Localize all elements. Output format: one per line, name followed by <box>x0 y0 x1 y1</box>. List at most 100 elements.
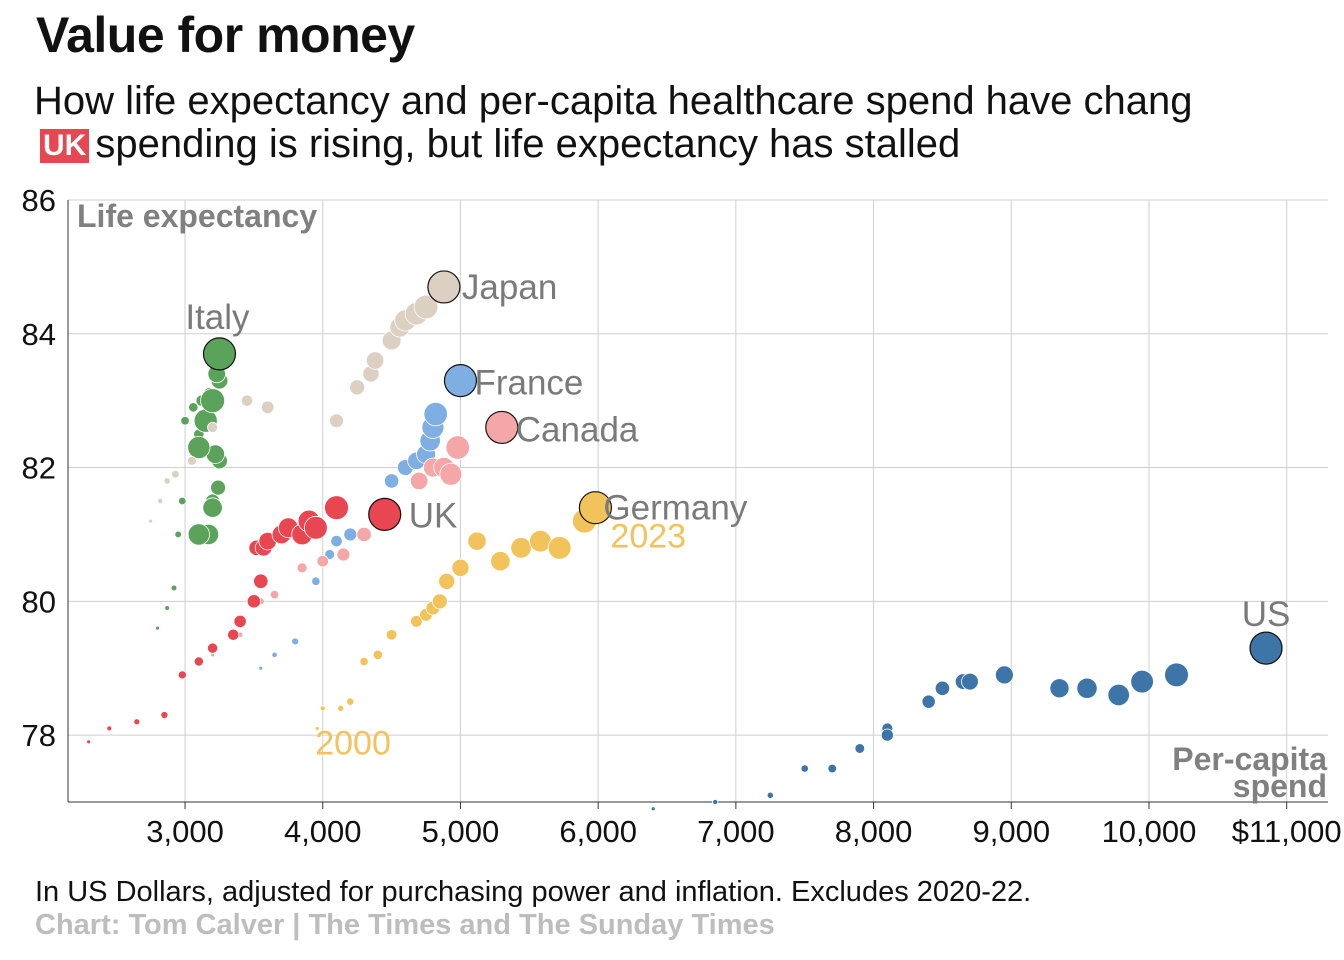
data-point <box>712 799 719 805</box>
series-japan <box>148 270 461 524</box>
series-us <box>650 631 1283 812</box>
data-point <box>106 725 113 732</box>
data-point <box>171 469 180 479</box>
latest-point-us <box>1249 631 1283 665</box>
chart-title: Value for money <box>36 7 415 63</box>
data-point <box>187 455 197 466</box>
data-point <box>650 806 656 812</box>
end-year-label: 2023 <box>610 518 686 556</box>
latest-point-japan <box>427 270 461 304</box>
data-point <box>1164 662 1189 688</box>
data-point <box>86 739 92 745</box>
latest-point-italy <box>202 337 237 371</box>
y-tick-label: 86 <box>22 183 56 218</box>
series-uk <box>86 495 402 745</box>
uk-badge: UK <box>40 129 90 163</box>
series-label-italy: Italy <box>185 298 250 337</box>
y-axis-title: Life expectancy <box>77 198 317 234</box>
data-point <box>291 637 300 646</box>
data-point <box>160 711 169 720</box>
data-point <box>227 628 240 641</box>
data-point <box>304 515 328 540</box>
data-point <box>188 402 199 413</box>
data-point <box>314 726 320 731</box>
data-point <box>800 764 809 773</box>
footnote: In US Dollars, adjusted for purchasing p… <box>35 876 1032 908</box>
data-point <box>148 518 154 524</box>
data-point <box>1049 678 1070 699</box>
data-point <box>445 435 470 460</box>
series-label-uk: UK <box>409 496 458 535</box>
x-axis-title: Per-capita <box>1172 741 1327 777</box>
data-point <box>359 656 369 667</box>
data-point <box>349 379 366 396</box>
data-point <box>200 388 226 414</box>
data-point <box>180 416 190 426</box>
y-tick-label: 84 <box>22 317 56 352</box>
chart-credit: Chart: Tom Calver | The Times and The Su… <box>35 909 775 941</box>
data-point <box>178 496 187 506</box>
data-point <box>423 401 448 427</box>
data-point <box>1130 669 1154 694</box>
data-point <box>1107 683 1130 707</box>
x-tick-label: 5,000 <box>422 814 500 849</box>
data-point <box>356 526 372 543</box>
data-point <box>163 477 171 485</box>
data-point <box>258 665 264 671</box>
data-point <box>1076 677 1098 699</box>
data-point <box>155 625 160 631</box>
data-point <box>413 294 439 320</box>
series-label-germany: Germany <box>603 489 747 528</box>
data-points <box>86 270 1283 812</box>
data-point <box>343 527 358 542</box>
x-tick-label: 3,000 <box>146 814 224 849</box>
x-axis-title-line-2: spend <box>1233 768 1327 804</box>
data-point <box>383 473 400 489</box>
subtitle-line-1: How life expectancy and per-capita healt… <box>34 80 1193 123</box>
data-point <box>336 547 351 562</box>
data-point <box>439 462 463 486</box>
x-tick-label: 9,000 <box>972 814 1050 849</box>
data-point <box>921 694 936 709</box>
x-tick-label: 10,000 <box>1102 814 1197 849</box>
data-point <box>827 763 837 774</box>
data-point <box>316 555 329 568</box>
data-point <box>202 497 223 518</box>
data-point <box>490 551 511 572</box>
x-tick-label: 4,000 <box>284 814 362 849</box>
series-label-france: France <box>474 364 583 403</box>
data-point <box>207 421 219 433</box>
subtitle-line-2: spending is rising, but life expectancy … <box>95 122 961 166</box>
y-tick-label: 78 <box>22 718 56 753</box>
data-point <box>271 651 278 658</box>
data-point <box>296 562 308 574</box>
data-point <box>233 614 247 629</box>
data-point <box>253 573 269 589</box>
data-point <box>766 791 774 799</box>
data-point <box>246 594 262 609</box>
latest-point-canada <box>485 410 519 445</box>
data-point <box>547 536 572 560</box>
data-point <box>431 593 448 610</box>
x-tick-label: $11,000 <box>1232 814 1342 849</box>
x-tick-label: 8,000 <box>835 814 913 849</box>
series-italy <box>155 337 237 631</box>
start-year-label: 2000 <box>315 724 391 762</box>
y-tick-label: 82 <box>22 451 56 486</box>
data-point <box>269 589 280 600</box>
latest-point-uk <box>368 497 402 531</box>
series-label-japan: Japan <box>462 268 557 307</box>
latest-point-france <box>443 364 478 398</box>
data-point <box>467 531 487 551</box>
chart-subtitle: How life expectancy and per-capita healt… <box>34 80 1344 166</box>
series-label-canada: Canada <box>516 410 639 449</box>
axes: 78 80 82 84 86 3,000 4,000 5,000 6,000 7,000 8,000… <box>22 183 1342 849</box>
data-point <box>934 680 951 696</box>
x-tick-label: 6,000 <box>559 814 637 849</box>
data-point <box>330 534 343 548</box>
data-point <box>409 471 429 491</box>
data-point <box>451 558 470 577</box>
data-point <box>157 497 164 505</box>
